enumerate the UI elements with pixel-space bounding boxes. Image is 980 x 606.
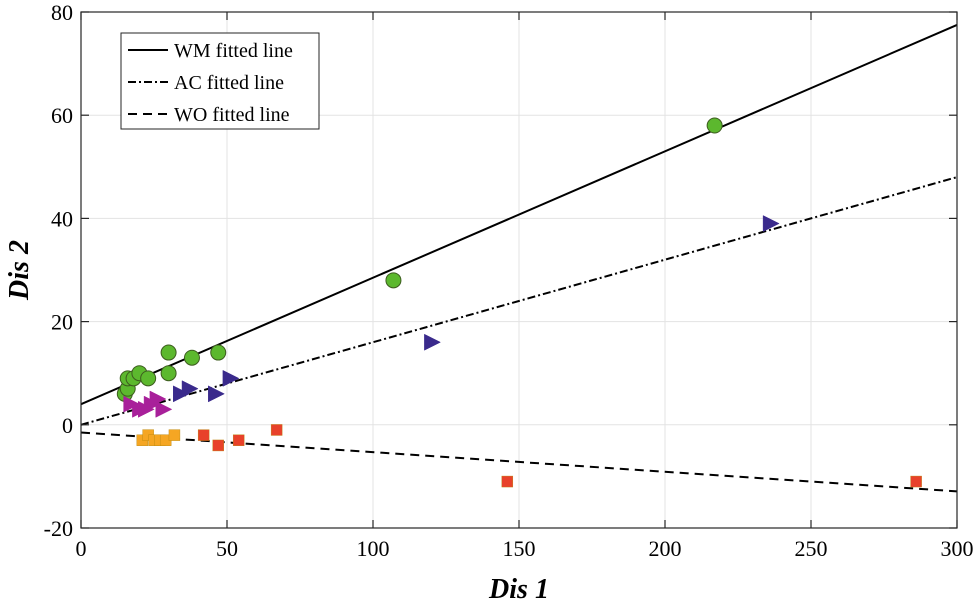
x-tick-label: 0 <box>76 536 87 561</box>
y-tick-label: 0 <box>62 413 73 438</box>
data-point-triangle <box>424 333 441 351</box>
x-axis-title: Dis 1 <box>488 574 549 605</box>
x-tick-label: 300 <box>941 536 974 561</box>
data-point-triangle <box>762 215 780 232</box>
data-point-circle <box>160 344 177 361</box>
y-tick-label: 60 <box>51 103 73 128</box>
data-point-circle <box>210 344 227 361</box>
data-point-square <box>212 439 224 452</box>
legend-label-ac: AC fitted line <box>174 72 284 94</box>
y-tick-label: 40 <box>51 206 73 231</box>
data-point-square <box>232 434 245 446</box>
data-point-triangle <box>123 395 141 413</box>
legend: WM fitted line AC fitted line WO fitted … <box>120 32 320 130</box>
data-markers <box>116 117 922 488</box>
data-point-circle <box>385 272 402 289</box>
y-tick-label: 80 <box>51 0 73 25</box>
x-tick-label: 100 <box>357 536 390 561</box>
y-axis-title: Dis 2 <box>4 240 35 301</box>
legend-label-wm: WM fitted line <box>174 40 293 62</box>
data-point-triangle <box>208 385 225 403</box>
x-tick-label: 50 <box>216 536 238 561</box>
fitted-line-wm <box>80 23 958 406</box>
data-point-triangle <box>222 369 240 387</box>
data-point-circle <box>140 370 157 387</box>
axis-ticks <box>80 11 958 529</box>
y-tick-label: -20 <box>44 516 73 541</box>
legend-label-wo: WO fitted line <box>174 104 290 126</box>
x-tick-label: 200 <box>649 536 682 561</box>
y-tick-label: 20 <box>51 310 73 335</box>
data-point-triangle <box>181 380 199 398</box>
data-point-square <box>910 475 922 488</box>
x-tick-label: 150 <box>503 536 536 561</box>
data-point-square <box>270 424 283 436</box>
data-point-triangle <box>155 400 173 418</box>
data-point-circle <box>160 365 177 382</box>
x-tick-label: 250 <box>795 536 828 561</box>
data-point-square <box>501 475 514 488</box>
fitted-line-wo <box>80 431 958 493</box>
data-point-triangle <box>173 385 190 403</box>
data-point-square <box>168 429 181 441</box>
data-point-circle <box>706 117 723 134</box>
data-point-circle <box>183 349 200 366</box>
data-point-square <box>197 429 210 441</box>
